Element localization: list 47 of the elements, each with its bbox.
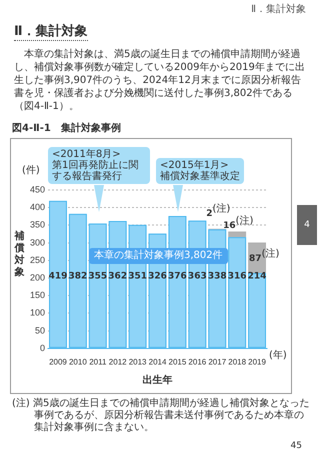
text: 本章の集計対象は、満5歳の誕生日までの補償申請期間が経過し、補償対象事例数が確定している2009年から2019年までに出生した事例3,907件のうち、2024年12月末までに原因分析報告書を児・保護者および分娩機関に送付した事例3,802件である（図4-Ⅱ-1）。 <box>14 48 306 113</box>
text: (件) <box>22 165 40 177</box>
text: 4 <box>297 205 317 245</box>
x-tick-label: 2017 <box>208 357 227 366</box>
x-tick-label: 2016 <box>188 357 207 366</box>
x-tick-label: 2009 <box>49 357 68 366</box>
data-label: 355 <box>88 272 108 282</box>
x-tick-label: 2012 <box>108 357 128 366</box>
data-label: 362 <box>108 272 128 282</box>
y-tick-label: 300 <box>30 237 46 248</box>
bar <box>228 232 246 238</box>
x-tick-label: 2013 <box>128 357 148 366</box>
y-axis-title: 補償対象 <box>14 231 25 279</box>
data-label: 326 <box>148 272 167 282</box>
x-tick-label: 2015 <box>168 357 187 366</box>
x-tick-label: 2010 <box>68 357 88 366</box>
y-tick-label: 50 <box>35 325 46 336</box>
text: Ⅱ．集計対象 <box>14 24 88 41</box>
y-tick-label: 150 <box>30 290 46 300</box>
y-tick-label: 100 <box>30 308 46 318</box>
y-tick-label: 350 <box>30 220 46 230</box>
x-tick-label: 2018 <box>228 357 247 366</box>
text: (年) <box>269 350 287 362</box>
y-tick-label: 450 <box>30 184 46 194</box>
y-tick-label: 400 <box>30 202 46 212</box>
y-tick-label: 250 <box>30 254 46 265</box>
y-tick-label: 200 <box>30 272 46 282</box>
x-tick-label: 2011 <box>89 357 107 366</box>
x-tick-label: 2019 <box>248 357 266 366</box>
annotation: 本章の集計対象事例3,802件 <box>89 248 228 264</box>
text: (注) 満5歳の誕生日までの補償申請期間が経過し補償対象となった事例であるが、原因分析報告書未送付事例であるため本章の集計対象事例に含まない。 <box>12 398 310 434</box>
data-label: 351 <box>128 272 148 282</box>
x-axis-title: 出生年 <box>142 374 173 386</box>
x-tick-label: 2014 <box>148 357 167 366</box>
chart-title: 図4-Ⅱ-1 集計対象事例 <box>12 123 121 135</box>
data-label: 363 <box>188 272 207 282</box>
text: 45 <box>290 440 302 452</box>
text: Ⅱ．集計対象 <box>251 4 306 16</box>
data-label: 382 <box>68 272 88 282</box>
text: <2011年8月> 第1回再発防止に関する報告書発行 <box>48 147 150 184</box>
data-label: 214 <box>248 272 266 282</box>
data-label: 316 <box>228 272 247 282</box>
data-label: 338 <box>208 272 227 282</box>
data-label: 376 <box>168 272 187 282</box>
data-label: 419 <box>48 272 68 282</box>
y-tick-label: 0 <box>40 342 46 353</box>
text: <2015年1月> 補償対象基準改定 <box>156 158 244 184</box>
